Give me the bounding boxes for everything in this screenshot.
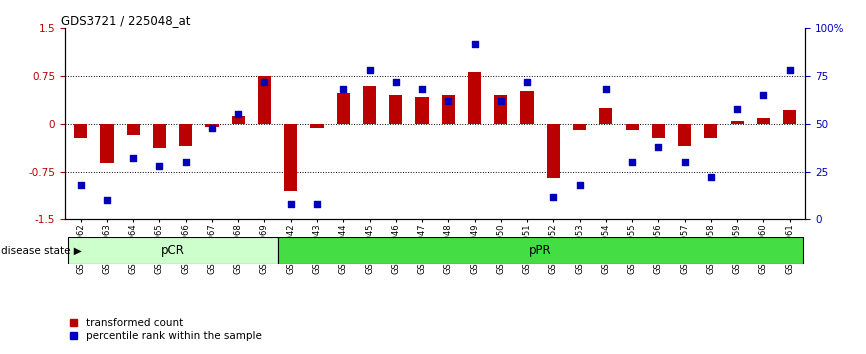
- Bar: [757, 118, 770, 124]
- Bar: [704, 124, 717, 138]
- Bar: [284, 124, 297, 191]
- Point: [74, 182, 87, 188]
- Bar: [68, 237, 278, 264]
- Bar: [179, 124, 192, 146]
- Point: [178, 159, 192, 165]
- Bar: [468, 72, 481, 124]
- Point: [651, 144, 665, 150]
- Point: [783, 68, 797, 73]
- Point: [625, 159, 639, 165]
- Point: [100, 198, 114, 203]
- Bar: [363, 86, 376, 124]
- Point: [415, 87, 429, 92]
- Text: disease state ▶: disease state ▶: [1, 246, 81, 256]
- Bar: [416, 97, 429, 124]
- Point: [520, 79, 534, 85]
- Bar: [652, 124, 665, 138]
- Point: [389, 79, 403, 85]
- Point: [310, 201, 324, 207]
- Point: [257, 79, 271, 85]
- Bar: [258, 76, 271, 124]
- Point: [152, 163, 166, 169]
- Bar: [389, 95, 403, 124]
- Point: [363, 68, 377, 73]
- Bar: [310, 124, 324, 129]
- Point: [546, 194, 560, 199]
- Bar: [520, 91, 533, 124]
- Text: GDS3721 / 225048_at: GDS3721 / 225048_at: [61, 14, 191, 27]
- Bar: [153, 124, 166, 148]
- Bar: [205, 124, 218, 127]
- Point: [494, 98, 507, 104]
- Point: [231, 112, 245, 117]
- Bar: [278, 237, 803, 264]
- Point: [126, 155, 140, 161]
- Bar: [337, 93, 350, 124]
- Point: [756, 92, 770, 98]
- Bar: [625, 124, 638, 130]
- Bar: [494, 95, 507, 124]
- Point: [730, 106, 744, 112]
- Bar: [126, 124, 139, 135]
- Bar: [783, 110, 796, 124]
- Bar: [599, 108, 612, 124]
- Bar: [74, 124, 87, 138]
- Point: [678, 159, 692, 165]
- Point: [572, 182, 586, 188]
- Bar: [232, 116, 245, 124]
- Bar: [442, 95, 455, 124]
- Point: [599, 87, 613, 92]
- Text: pPR: pPR: [529, 244, 552, 257]
- Point: [284, 201, 298, 207]
- Bar: [678, 124, 691, 146]
- Point: [442, 98, 456, 104]
- Bar: [573, 124, 586, 130]
- Legend: transformed count, percentile rank within the sample: transformed count, percentile rank withi…: [66, 314, 266, 345]
- Bar: [100, 124, 113, 164]
- Point: [336, 87, 350, 92]
- Text: pCR: pCR: [161, 244, 184, 257]
- Bar: [546, 124, 560, 178]
- Point: [468, 41, 481, 46]
- Bar: [731, 121, 744, 124]
- Point: [704, 175, 718, 180]
- Point: [205, 125, 219, 131]
